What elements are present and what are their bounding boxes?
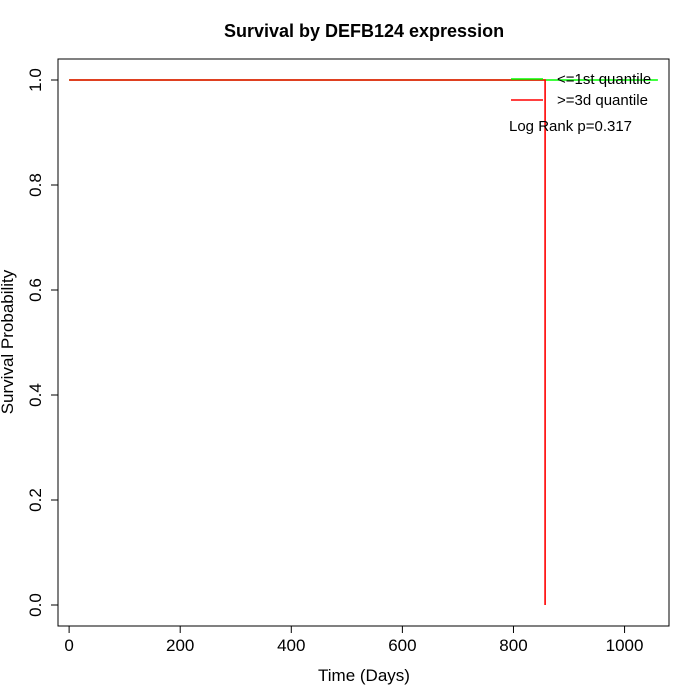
log-rank-annotation: Log Rank p=0.317 [509,118,632,135]
y-tick-label: 0.0 [26,593,45,617]
legend: <=1st quantile >=3d quantile [511,71,651,109]
y-tick-label: 0.2 [26,488,45,512]
x-tick-label: 1000 [606,636,644,655]
y-axis: 0.0 0.2 0.4 0.6 0.8 1.0 [26,68,59,617]
y-tick-label: 1.0 [26,68,45,92]
chart-title: Survival by DEFB124 expression [224,21,504,41]
series-line-high [69,79,546,605]
x-axis-label: Time (Days) [318,666,410,685]
legend-label: >=3d quantile [557,92,648,109]
legend-label: <=1st quantile [557,71,651,88]
x-tick-label: 0 [64,636,73,655]
y-axis-label: Survival Probability [0,269,17,414]
y-tick-label: 0.6 [26,278,45,302]
y-tick-label: 0.4 [26,383,45,407]
x-tick-label: 200 [166,636,194,655]
plot-frame [57,58,670,627]
x-tick-label: 600 [388,636,416,655]
series-layer [69,79,658,605]
y-tick-label: 0.8 [26,173,45,197]
x-tick-label: 800 [499,636,527,655]
x-axis: 0 200 400 600 800 1000 [64,625,644,655]
x-tick-label: 400 [277,636,305,655]
